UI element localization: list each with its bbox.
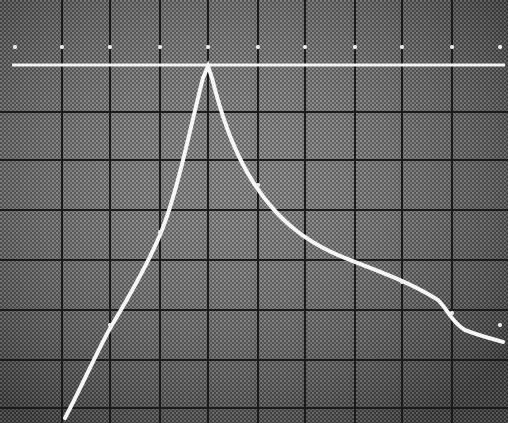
top-dots xyxy=(13,45,502,49)
signal-trace xyxy=(63,60,505,420)
marker-dots xyxy=(108,183,502,327)
